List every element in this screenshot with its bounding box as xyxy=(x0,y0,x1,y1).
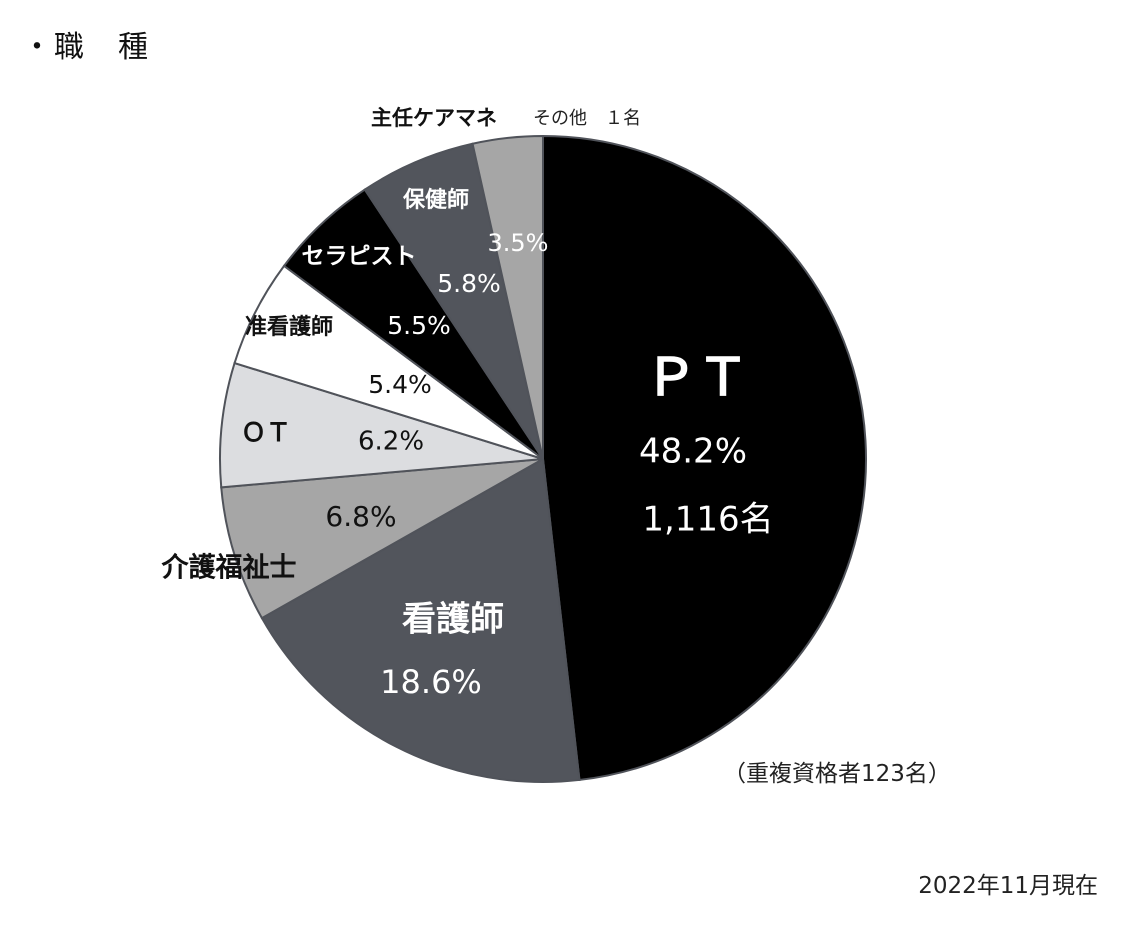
slice-count-label: 1,116名 xyxy=(642,500,773,540)
other-count-label: その他 １名 xyxy=(533,108,641,129)
slice-name-label: 看護師 xyxy=(402,600,504,640)
slice-name-label: ＰＴ xyxy=(645,348,749,408)
slice-percent-label: 6.8% xyxy=(325,500,396,533)
pie-slice xyxy=(219,361,544,489)
slice-percent-label: 3.5% xyxy=(488,229,549,257)
pie-slices xyxy=(219,134,867,783)
pie-slice xyxy=(220,458,544,620)
slice-name-label: ＯＴ xyxy=(241,418,291,447)
slice-name-label: 介護福祉士 xyxy=(161,552,297,584)
slice-name-label: セラピスト xyxy=(302,244,417,270)
slice-name-label: 准看護師 xyxy=(245,314,333,340)
slice-percent-label: 48.2% xyxy=(639,432,747,472)
slice-name-label: 保健師 xyxy=(402,187,469,213)
pie-slice xyxy=(471,134,544,460)
slice-percent-label: 6.2% xyxy=(358,427,424,457)
slice-percent-label: 5.4% xyxy=(368,370,432,399)
page-heading: ・職 種 xyxy=(22,30,150,65)
as-of-date: 2022年11月現在 xyxy=(918,873,1098,899)
pie-slice xyxy=(542,134,867,782)
slice-percent-label: 18.6% xyxy=(380,663,482,701)
slice-percent-label: 5.8% xyxy=(437,269,501,298)
slice-name-label: 主任ケアマネ xyxy=(371,106,497,130)
duplicate-qualification-note: （重複資格者123名） xyxy=(723,761,951,787)
slice-percent-label: 5.5% xyxy=(387,311,451,340)
pie-slice xyxy=(260,457,581,783)
